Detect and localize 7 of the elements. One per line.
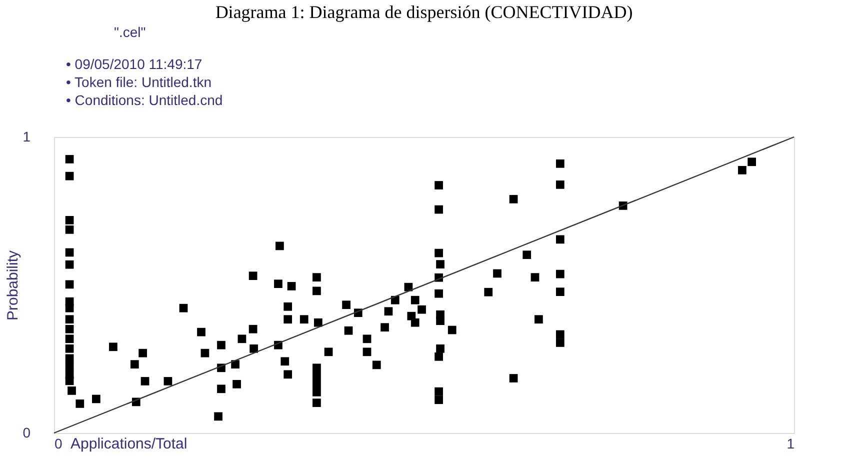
chart-title: Diagrama 1: Diagrama de dispersión (CONECTIVIDAD) [215, 2, 633, 22]
text: ".cel" [114, 24, 146, 40]
text: • Conditions: Untitled.cnd [66, 92, 223, 108]
text: • Token file: Untitled.tkn [66, 74, 212, 90]
x-axis-title: Applications/Total [70, 436, 188, 452]
text: • 09/05/2010 11:49:17 [66, 56, 202, 72]
y-axis-title: Probability [4, 250, 22, 321]
